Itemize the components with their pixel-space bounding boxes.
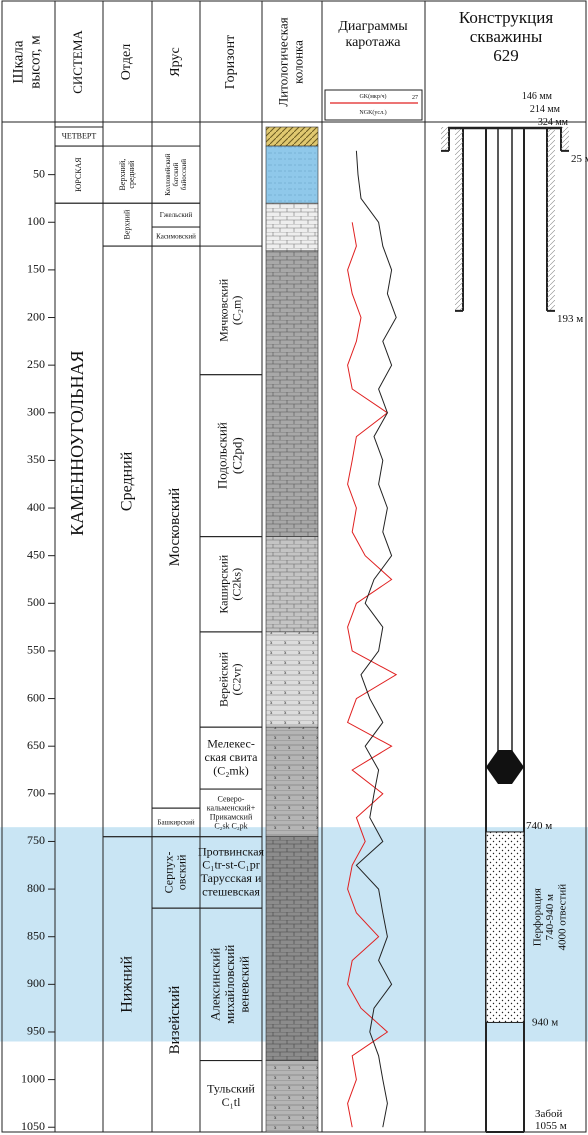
depth-tick-label: 850 [27, 928, 45, 942]
stage-label: Касимовский [156, 232, 196, 240]
depth-tick-label: 100 [27, 214, 45, 228]
lithology-layer [266, 1061, 318, 1132]
horizon-label: Мелекес-ская свита(C₂mk) [205, 736, 259, 777]
lithology-layer [266, 632, 318, 727]
stage-label: Гжельский [160, 211, 193, 219]
casing-size: 324 мм [538, 117, 569, 128]
perforation-bottom-label: 940 м [532, 1016, 558, 1028]
division-label: Нижний [118, 955, 135, 1012]
depth-tick-label: 900 [27, 976, 45, 990]
horizon-label: Мячковский(C₂m) [216, 278, 243, 342]
lithology-layer [266, 837, 318, 1061]
perforation-top-label: 740 м [526, 819, 552, 831]
depth-tick-label: 350 [27, 452, 45, 466]
system-label: КАМЕННОУГОЛЬНАЯ [67, 351, 87, 536]
cement [441, 127, 449, 151]
tubing [498, 127, 512, 782]
division-interval [103, 246, 152, 837]
casing [463, 127, 547, 311]
depth-tick-label: 1050 [21, 1119, 45, 1133]
depth-tick-label: 700 [27, 786, 45, 800]
header-division: Отдел [119, 44, 134, 80]
division-label: Средний [118, 451, 135, 511]
legend-ngk: NGK(усл.) [359, 109, 386, 116]
horizon-label: Верейский(C2vr) [216, 651, 243, 707]
lithology-layer [266, 127, 318, 146]
depth-tick-label: 150 [27, 262, 45, 276]
depth-tick-label: 750 [27, 833, 45, 847]
shoe-label: 25 м [571, 152, 588, 164]
lithology-layer [266, 727, 318, 837]
lithology-layer [266, 537, 318, 632]
depth-tick-label: 800 [27, 881, 45, 895]
depth-tick-label: 400 [27, 500, 45, 514]
page: x x Шкалавысот, мСИСТЕМАОтделЯрусГоризон… [0, 0, 588, 1135]
horizon-label: Каширский(C2ks) [216, 554, 243, 613]
cement [547, 127, 555, 311]
depth-tick-label: 450 [27, 547, 45, 561]
gk-scale-max: 27 [412, 95, 418, 101]
system-label: ЮРСКАЯ [74, 157, 83, 192]
lithology-layer [266, 203, 318, 251]
cement [561, 127, 569, 151]
depth-tick-label: 550 [27, 643, 45, 657]
stage-label: Серпух-овский [161, 851, 188, 893]
lithology-layer [266, 146, 318, 203]
stage-label: Башкирский [157, 818, 194, 826]
header-stage: Ярус [168, 47, 183, 76]
well-log: x x Шкалавысот, мСИСТЕМАОтделЯрусГоризон… [0, 0, 588, 1135]
depth-tick-label: 1000 [21, 1071, 45, 1085]
stage-label: Визейский [167, 986, 183, 1055]
horizon-label: Алексинскиймихайловскийвеневский [207, 945, 251, 1024]
cement [455, 127, 463, 311]
division-label: Верхний,средний [118, 159, 136, 191]
depth-tick-label: 650 [27, 738, 45, 752]
shoe-label: 193 м [557, 312, 583, 324]
casing-size: 146 мм [522, 91, 553, 102]
header-horizon: Горизонт [223, 35, 238, 89]
depth-tick-label: 50 [33, 166, 45, 180]
legend-gk: GK(мкр/ч) [359, 93, 386, 100]
packer [486, 750, 524, 784]
perforation [486, 832, 524, 1023]
depth-tick-label: 950 [27, 1024, 45, 1038]
stage-label: Келловейскийбатскийбайосский [164, 153, 188, 195]
depth-tick-label: 500 [27, 595, 45, 609]
header-system: СИСТЕМА [70, 30, 85, 94]
header-scale: Шкалавысот, м [11, 35, 44, 89]
casing [449, 127, 561, 151]
stage-label: Московский [167, 488, 183, 567]
depth-tick-label: 600 [27, 690, 45, 704]
casing-size: 214 мм [530, 104, 561, 115]
depth-tick-label: 300 [27, 405, 45, 419]
depth-tick-label: 250 [27, 357, 45, 371]
header-lithology: Литологическаяколонка [276, 17, 306, 106]
system-label: ЧЕТВЕРТ [62, 131, 97, 140]
depth-tick-label: 200 [27, 309, 45, 323]
division-label: Верхний [122, 209, 131, 239]
horizon-label: Подольский(C2pd) [215, 422, 245, 489]
lithology-layer [266, 251, 318, 537]
